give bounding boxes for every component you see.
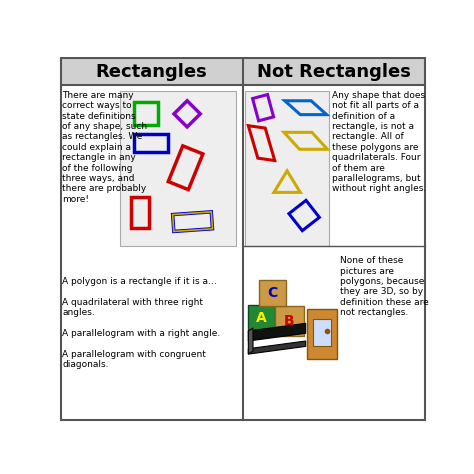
Text: B: B <box>284 314 295 328</box>
FancyBboxPatch shape <box>245 91 329 246</box>
FancyBboxPatch shape <box>313 319 330 346</box>
Text: A quadrilateral with three right: A quadrilateral with three right <box>63 298 203 307</box>
Polygon shape <box>248 341 306 354</box>
FancyBboxPatch shape <box>275 306 304 336</box>
Text: there are probably: there are probably <box>63 184 146 193</box>
Text: There are many: There are many <box>63 91 134 100</box>
Text: definition these are: definition these are <box>340 298 428 307</box>
Text: three ways, and: three ways, and <box>63 174 135 183</box>
Text: A parallelogram with a right angle.: A parallelogram with a right angle. <box>63 329 220 338</box>
Text: of them are: of them are <box>332 164 385 173</box>
Text: A polygon is a rectangle if it is a…: A polygon is a rectangle if it is a… <box>63 277 217 286</box>
Polygon shape <box>243 58 425 85</box>
Text: angles.: angles. <box>63 308 95 317</box>
Text: not rectangles.: not rectangles. <box>340 308 408 317</box>
Text: without right angles.: without right angles. <box>332 184 426 193</box>
Text: A parallelogram with congruent: A parallelogram with congruent <box>63 350 206 359</box>
Text: rectangle in any: rectangle in any <box>63 153 136 162</box>
Text: of the following: of the following <box>63 164 133 173</box>
Text: these polygons are: these polygons are <box>332 143 419 152</box>
Text: A: A <box>256 311 267 325</box>
FancyBboxPatch shape <box>120 91 236 246</box>
Text: Any shape that does: Any shape that does <box>332 91 425 100</box>
Polygon shape <box>248 323 306 341</box>
Text: Rectangles: Rectangles <box>96 64 207 81</box>
Text: more!: more! <box>63 195 90 204</box>
Text: as rectangles. We: as rectangles. We <box>63 132 143 141</box>
Text: quadrilaterals. Four: quadrilaterals. Four <box>332 153 420 162</box>
Text: diagonals.: diagonals. <box>63 360 109 369</box>
Text: correct ways to: correct ways to <box>63 101 132 110</box>
Text: not fit all parts of a: not fit all parts of a <box>332 101 419 110</box>
FancyBboxPatch shape <box>259 280 285 306</box>
Text: parallelograms, but: parallelograms, but <box>332 174 421 183</box>
Polygon shape <box>61 58 243 85</box>
FancyBboxPatch shape <box>248 305 275 331</box>
Polygon shape <box>248 328 253 354</box>
Text: state definitions: state definitions <box>63 111 136 120</box>
Text: pictures are: pictures are <box>340 267 394 276</box>
FancyBboxPatch shape <box>307 309 337 359</box>
Text: rectangle, is not a: rectangle, is not a <box>332 122 414 131</box>
Text: None of these: None of these <box>340 256 403 265</box>
Text: they are 3D, so by: they are 3D, so by <box>340 288 423 297</box>
Text: polygons, because: polygons, because <box>340 277 424 286</box>
Text: rectangle. All of: rectangle. All of <box>332 132 404 141</box>
Text: definition of a: definition of a <box>332 111 395 120</box>
Text: C: C <box>267 286 277 300</box>
Text: Not Rectangles: Not Rectangles <box>256 64 410 81</box>
Text: could explain a: could explain a <box>63 143 131 152</box>
Text: of any shape, such: of any shape, such <box>63 122 147 131</box>
